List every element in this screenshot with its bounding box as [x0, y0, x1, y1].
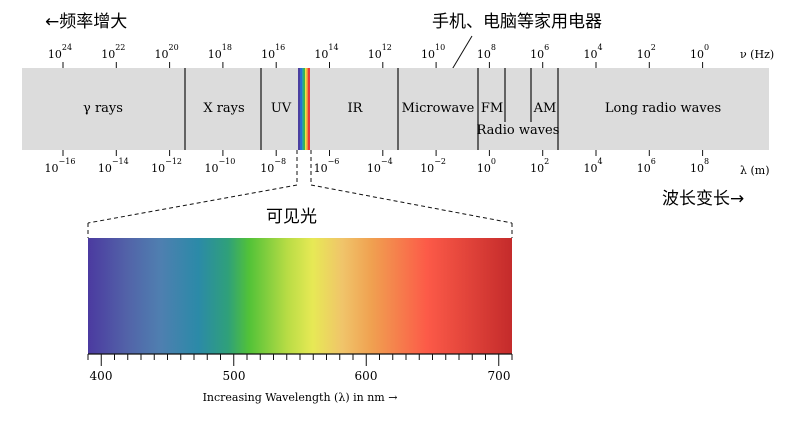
- spectrum-ruler: [87, 353, 513, 366]
- stripe-orange: [306, 68, 308, 150]
- wavelength-tick-label: 102: [530, 157, 549, 175]
- region-am: AM: [533, 101, 557, 116]
- region-labels: γ rays X rays UV IR Microwave FM AM Long…: [83, 101, 721, 138]
- spectrum-tick-600: 600: [355, 369, 378, 383]
- frequency-tick-label: 1022: [101, 43, 125, 61]
- region-microwave: Microwave: [402, 101, 475, 116]
- wavelength-tick-label: 10−4: [367, 157, 393, 175]
- spectrum-tick-400: 400: [90, 369, 113, 383]
- wavelength-increase-label: 波长变长→: [662, 189, 744, 209]
- wavelength-tick-label: 104: [583, 157, 602, 175]
- wavelength-tick-label: 10−16: [45, 157, 76, 175]
- frequency-tick-label: 104: [583, 43, 602, 61]
- frequency-tick-label: 1018: [208, 43, 232, 61]
- wavelength-tick-label: 10−8: [260, 157, 286, 175]
- wavelength-tick-label: 10−2: [420, 157, 446, 175]
- visible-spectrum: [88, 238, 512, 354]
- devices-label: 手机、电脑等家用电器: [432, 12, 602, 32]
- frequency-axis: 1024 1022 1020 1018 1016 1014 1012 1010 108 106 10…: [48, 43, 709, 68]
- frequency-tick-label: 1014: [314, 43, 338, 61]
- frequency-tick-label: 108: [477, 43, 496, 61]
- wavelength-tick-label: 10−10: [204, 157, 235, 175]
- zoom-lines: [87, 150, 513, 238]
- visible-light-label: 可见光: [266, 207, 317, 227]
- frequency-unit: ν (Hz): [740, 48, 774, 61]
- stripe-violet: [298, 68, 300, 150]
- stripe-blue: [300, 68, 302, 150]
- spectrum-tick-labels: 400 500 600 700: [90, 369, 511, 383]
- region-dividers: [184, 68, 559, 150]
- region-uv: UV: [271, 101, 292, 116]
- stripe-cyan: [302, 68, 304, 150]
- region-fm: FM: [481, 101, 503, 116]
- wavelength-tick-label: 10−6: [314, 157, 340, 175]
- region-xray: X rays: [203, 101, 244, 116]
- spectrum-tick-700: 700: [488, 369, 511, 383]
- zoom-left-diagonal: [87, 184, 298, 224]
- wavelength-unit: λ (m): [740, 164, 769, 177]
- wavelength-tick-label: 10−12: [151, 157, 182, 175]
- frequency-increase-label: ←频率增大: [45, 12, 127, 32]
- wavelength-axis: 10−16 10−14 10−12 10−10 10−8 10−6 10−4 10−2 100 1…: [45, 150, 709, 175]
- wavelength-tick-label: 108: [690, 157, 709, 175]
- frequency-tick-label: 106: [530, 43, 549, 61]
- region-gamma: γ rays: [83, 101, 123, 116]
- zoom-right-diagonal: [310, 184, 513, 224]
- region-long-radio: Long radio waves: [605, 101, 721, 116]
- visible-stripes: [298, 68, 310, 150]
- frequency-tick-label: 1024: [48, 43, 72, 61]
- wavelength-tick-label: 100: [477, 157, 496, 175]
- stripe-yellow: [305, 68, 307, 150]
- spectrum-tick-500: 500: [223, 369, 246, 383]
- spectrum-band: [22, 68, 769, 150]
- region-ir: IR: [348, 101, 364, 116]
- frequency-tick-label: 1010: [421, 43, 445, 61]
- wavelength-tick-label: 106: [637, 157, 656, 175]
- frequency-tick-label: 102: [637, 43, 656, 61]
- wavelength-tick-label: 10−14: [98, 157, 129, 175]
- stripe-green: [303, 68, 305, 150]
- frequency-tick-label: 100: [690, 43, 709, 61]
- spectrum-caption: Increasing Wavelength (λ) in nm →: [203, 391, 398, 404]
- frequency-tick-label: 1020: [155, 43, 179, 61]
- frequency-tick-label: 1016: [261, 43, 285, 61]
- stripe-red: [308, 68, 310, 150]
- frequency-tick-label: 1012: [368, 43, 392, 61]
- region-radio-waves: Radio waves: [477, 123, 560, 138]
